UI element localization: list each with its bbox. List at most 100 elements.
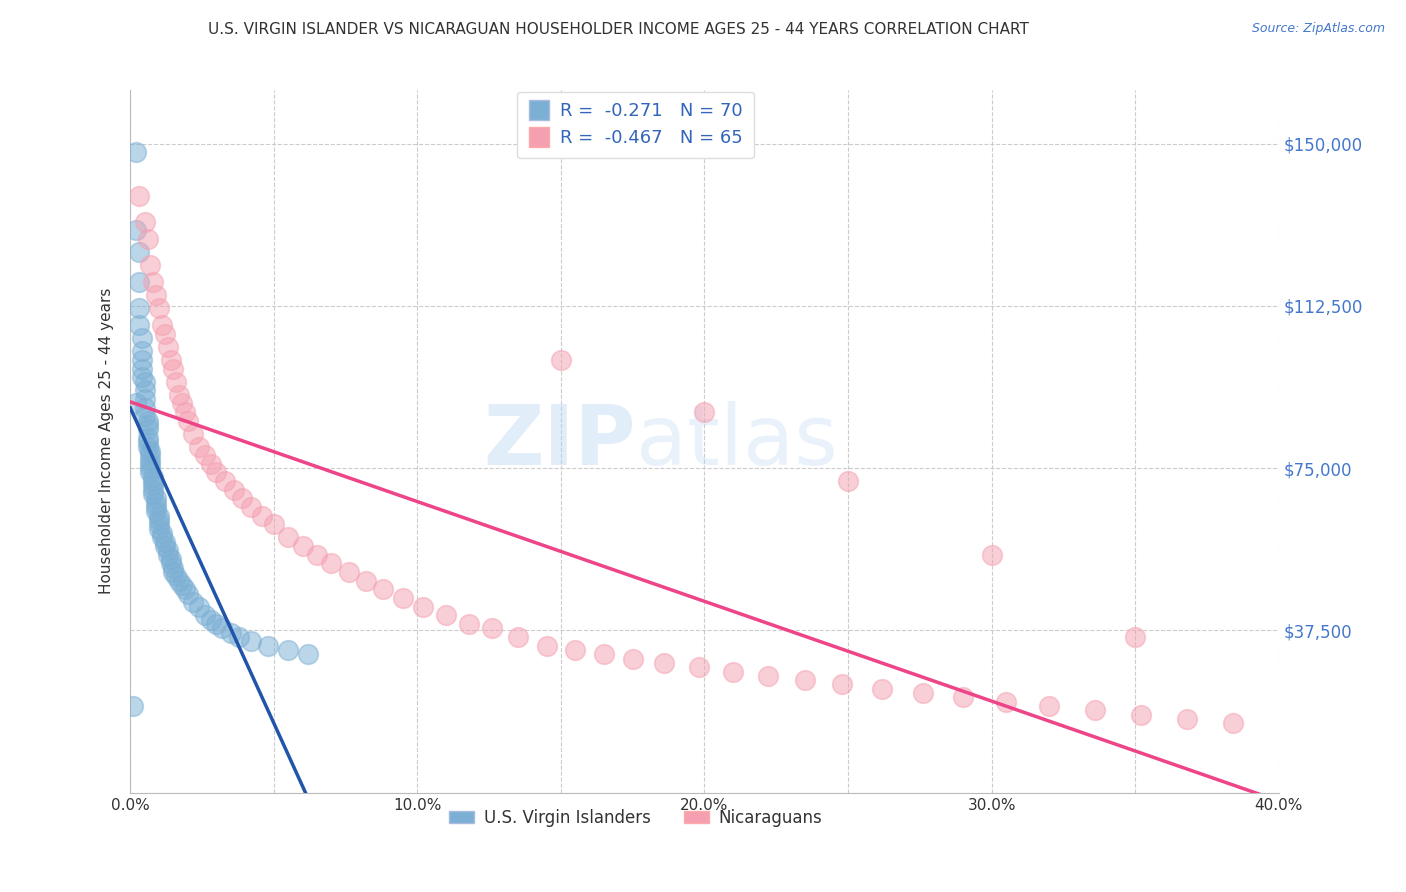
Point [142, 483, 165, 497]
Point [205, 466, 228, 480]
Point [205, 616, 228, 631]
Point [150, 318, 173, 333]
Point [125, 223, 148, 237]
Point [481, 621, 503, 635]
Point [794, 673, 817, 688]
Text: Source: ZipAtlas.com: Source: ZipAtlas.com [1251, 22, 1385, 36]
Point [165, 569, 187, 583]
Point [139, 258, 162, 272]
Point [458, 616, 481, 631]
Point [153, 534, 176, 549]
Point [693, 405, 716, 419]
Point [1175, 712, 1198, 726]
Point [156, 548, 179, 562]
Point [136, 431, 159, 445]
Point [952, 690, 974, 705]
Point [337, 565, 360, 579]
Point [128, 244, 150, 259]
Point [621, 651, 644, 665]
Point [139, 461, 162, 475]
Point [263, 517, 285, 532]
Point [980, 548, 1002, 562]
Point [131, 370, 153, 384]
Point [136, 417, 159, 432]
Point [148, 513, 170, 527]
Point [148, 301, 170, 315]
Point [139, 457, 162, 471]
Point [652, 656, 675, 670]
Text: atlas: atlas [636, 401, 838, 482]
Point [153, 539, 176, 553]
Point [159, 557, 181, 571]
Point [145, 288, 167, 302]
Point [297, 647, 319, 661]
Point [872, 681, 894, 696]
Point [148, 508, 170, 523]
Text: U.S. VIRGIN ISLANDER VS NICARAGUAN HOUSEHOLDER INCOME AGES 25 - 44 YEARS CORRELA: U.S. VIRGIN ISLANDER VS NICARAGUAN HOUSE… [208, 22, 1029, 37]
Point [128, 275, 150, 289]
Point [291, 539, 314, 553]
Point [159, 353, 181, 368]
Point [831, 677, 853, 691]
Point [321, 557, 343, 571]
Point [128, 318, 150, 333]
Point [150, 530, 173, 544]
Point [145, 504, 167, 518]
Point [194, 448, 217, 462]
Point [145, 491, 167, 506]
Point [183, 426, 205, 441]
Point [128, 188, 150, 202]
Point [1084, 703, 1107, 717]
Point [134, 384, 156, 398]
Point [167, 387, 190, 401]
Point [173, 582, 195, 597]
Point [159, 552, 181, 566]
Point [125, 145, 148, 160]
Point [219, 625, 242, 640]
Point [131, 353, 153, 368]
Point [277, 530, 299, 544]
Point [177, 587, 200, 601]
Point [231, 491, 253, 506]
Point [593, 647, 616, 661]
Point [156, 340, 179, 354]
Point [688, 660, 710, 674]
Point [162, 560, 184, 574]
Point [305, 548, 328, 562]
Point [136, 413, 159, 427]
Point [536, 639, 558, 653]
Point [756, 669, 779, 683]
Point [136, 422, 159, 436]
Point [188, 599, 211, 614]
Point [131, 361, 153, 376]
Point [128, 301, 150, 315]
Point [1123, 630, 1146, 644]
Point [148, 522, 170, 536]
Point [1038, 699, 1060, 714]
Point [188, 440, 211, 454]
Point [211, 621, 233, 635]
Point [837, 474, 859, 488]
Point [392, 591, 415, 605]
Point [142, 474, 165, 488]
Point [162, 361, 184, 376]
Point [134, 401, 156, 415]
Point [153, 326, 176, 341]
Point [252, 508, 274, 523]
Point [1129, 707, 1152, 722]
Point [173, 405, 195, 419]
Point [131, 331, 153, 345]
Point [145, 496, 167, 510]
Point [194, 608, 217, 623]
Point [239, 634, 262, 648]
Point [136, 232, 159, 246]
Point [994, 695, 1017, 709]
Point [228, 630, 250, 644]
Point [170, 396, 193, 410]
Point [165, 375, 187, 389]
Point [142, 470, 165, 484]
Point [148, 517, 170, 532]
Point [134, 214, 156, 228]
Point [183, 595, 205, 609]
Point [139, 452, 162, 467]
